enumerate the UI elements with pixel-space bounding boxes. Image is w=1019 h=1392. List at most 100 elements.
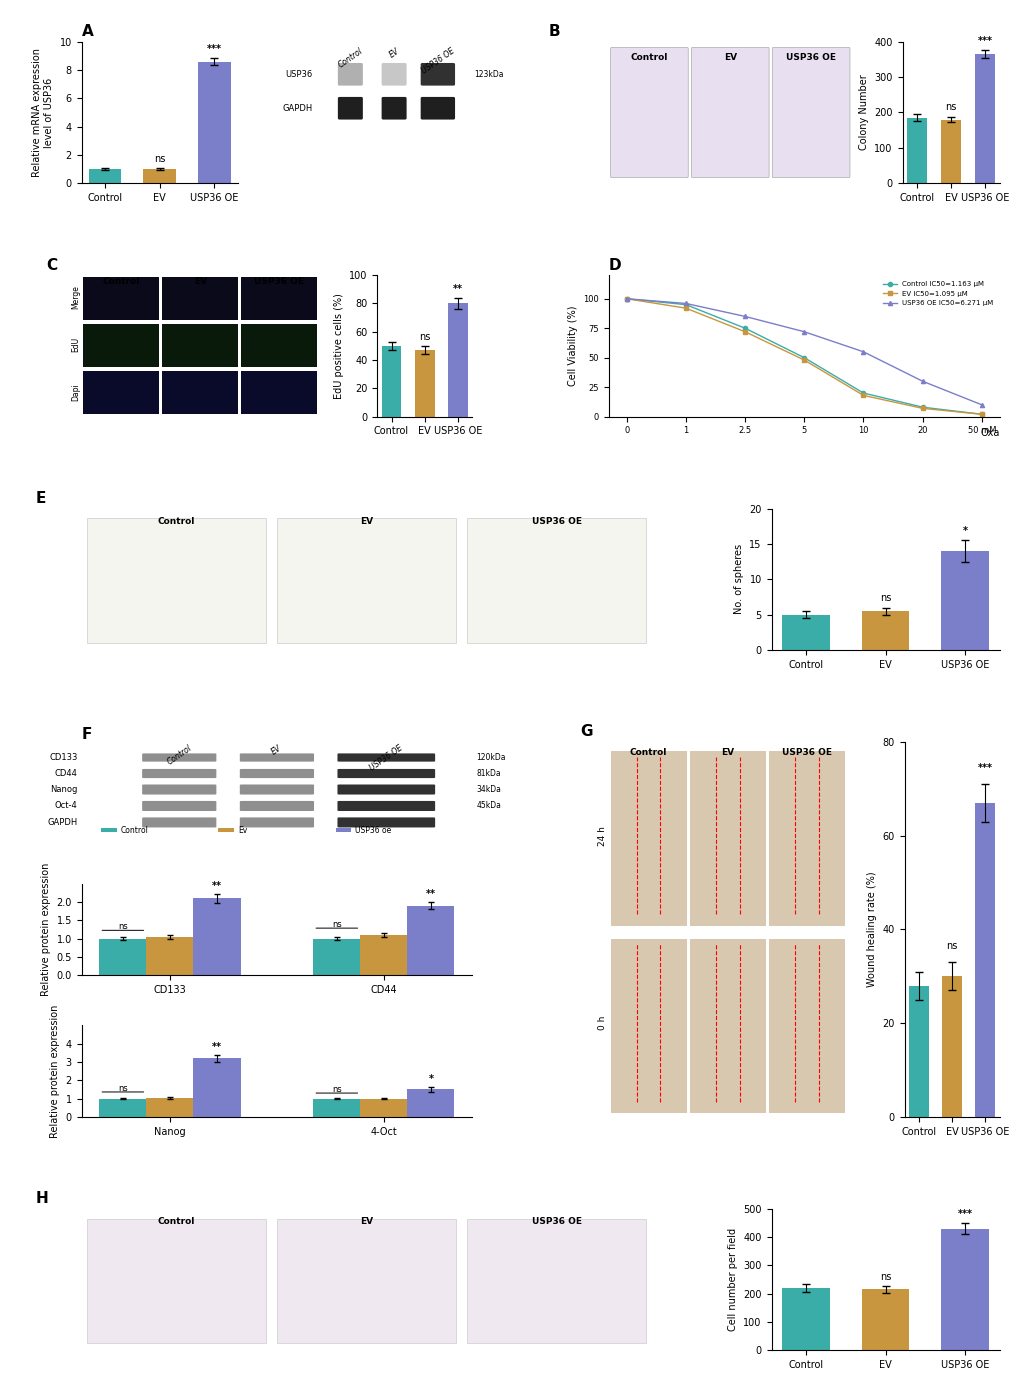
Text: ***: *** — [207, 43, 222, 54]
Bar — [974, 803, 995, 1116]
Text: Control: Control — [630, 748, 666, 757]
Text: Oct-4: Oct-4 — [55, 802, 77, 810]
Text: Ev: Ev — [237, 827, 247, 835]
Bar — [313, 1098, 360, 1116]
Line: Control IC50=1.163 μM: Control IC50=1.163 μM — [624, 296, 983, 416]
Text: USP36 OE: USP36 OE — [531, 516, 581, 526]
Text: C: C — [46, 258, 57, 273]
Text: EdU: EdU — [71, 337, 79, 352]
EV IC50=1.095 μM — [620, 291, 632, 308]
FancyBboxPatch shape — [337, 753, 435, 761]
Control IC50=1.163 μM — [916, 400, 928, 416]
FancyBboxPatch shape — [88, 1218, 266, 1343]
Text: 81kDa: 81kDa — [476, 768, 500, 778]
EV IC50=1.095 μM — [916, 400, 928, 416]
Control IC50=1.163 μM — [738, 320, 750, 337]
FancyBboxPatch shape — [771, 47, 849, 178]
Text: Oxa: Oxa — [979, 427, 999, 438]
Y-axis label: Relative protein expression: Relative protein expression — [50, 1005, 60, 1137]
Y-axis label: Relative mRNA expression
level of USP36: Relative mRNA expression level of USP36 — [33, 47, 54, 177]
Y-axis label: Colony Number: Colony Number — [858, 75, 868, 150]
FancyBboxPatch shape — [162, 372, 238, 415]
FancyBboxPatch shape — [337, 785, 435, 795]
Y-axis label: EdU positive cells (%): EdU positive cells (%) — [333, 292, 343, 400]
FancyBboxPatch shape — [420, 97, 454, 120]
Bar — [941, 1229, 988, 1350]
Bar — [942, 976, 961, 1116]
EV IC50=1.095 μM — [738, 323, 750, 340]
FancyBboxPatch shape — [242, 372, 317, 415]
Text: USP36 oe: USP36 oe — [355, 827, 391, 835]
FancyBboxPatch shape — [239, 785, 314, 795]
Bar — [89, 168, 121, 184]
FancyBboxPatch shape — [337, 97, 363, 120]
Y-axis label: Wound healing rate (%): Wound healing rate (%) — [866, 871, 876, 987]
FancyBboxPatch shape — [239, 768, 314, 778]
FancyBboxPatch shape — [381, 97, 407, 120]
FancyBboxPatch shape — [689, 938, 765, 1114]
Text: 24 h: 24 h — [598, 825, 606, 845]
FancyBboxPatch shape — [142, 785, 216, 795]
Text: ns: ns — [154, 155, 165, 164]
Bar — [908, 986, 928, 1116]
FancyBboxPatch shape — [337, 800, 435, 812]
EV IC50=1.095 μM — [975, 406, 987, 423]
Text: USP36 OE: USP36 OE — [786, 53, 836, 63]
Text: **: ** — [452, 284, 463, 294]
Text: EV: EV — [270, 743, 283, 757]
Control IC50=1.163 μM — [679, 296, 691, 313]
Text: ns: ns — [879, 1272, 891, 1282]
Text: 0 h: 0 h — [598, 1016, 606, 1030]
Text: CD133: CD133 — [49, 753, 77, 761]
Text: Nanog: Nanog — [50, 785, 77, 793]
USP36 OE IC50=6.271 μM — [738, 308, 750, 324]
Control IC50=1.163 μM — [620, 291, 632, 308]
FancyBboxPatch shape — [277, 518, 455, 643]
Bar — [447, 303, 468, 416]
Text: ns: ns — [945, 103, 956, 113]
FancyBboxPatch shape — [142, 817, 216, 827]
Text: 45kDa: 45kDa — [476, 802, 500, 810]
Legend: Control IC50=1.163 μM, EV IC50=1.095 μM, USP36 OE IC50=6.271 μM: Control IC50=1.163 μM, EV IC50=1.095 μM,… — [879, 278, 996, 309]
FancyBboxPatch shape — [689, 752, 765, 926]
FancyBboxPatch shape — [162, 277, 238, 320]
Bar — [360, 935, 407, 976]
Text: *: * — [428, 1075, 433, 1084]
FancyBboxPatch shape — [142, 768, 216, 778]
FancyBboxPatch shape — [84, 372, 159, 415]
Text: EV: EV — [720, 748, 734, 757]
Text: D: D — [608, 258, 621, 273]
Text: ns: ns — [331, 1086, 341, 1094]
Control IC50=1.163 μM — [975, 406, 987, 423]
Text: EV: EV — [194, 277, 207, 285]
FancyBboxPatch shape — [84, 277, 159, 320]
Text: Control: Control — [158, 1217, 195, 1226]
Text: USP36 OE: USP36 OE — [419, 46, 455, 75]
Bar — [99, 938, 147, 976]
Text: Control: Control — [102, 277, 140, 285]
EV IC50=1.095 μM — [857, 387, 869, 404]
Bar — [147, 937, 194, 976]
FancyBboxPatch shape — [610, 752, 686, 926]
Text: A: A — [82, 24, 94, 39]
Control IC50=1.163 μM — [857, 384, 869, 401]
Text: G: G — [580, 724, 592, 739]
Text: GAPDH: GAPDH — [48, 818, 77, 827]
Text: Control: Control — [336, 46, 364, 70]
Bar — [99, 1098, 147, 1116]
Bar — [415, 351, 434, 416]
FancyBboxPatch shape — [768, 752, 844, 926]
Line: USP36 OE IC50=6.271 μM: USP36 OE IC50=6.271 μM — [624, 296, 983, 406]
Text: ns: ns — [118, 923, 127, 931]
Text: ns: ns — [879, 593, 891, 603]
FancyBboxPatch shape — [381, 63, 407, 86]
Text: Control: Control — [120, 827, 149, 835]
FancyBboxPatch shape — [162, 324, 238, 367]
Control IC50=1.163 μM — [798, 349, 810, 366]
FancyBboxPatch shape — [242, 324, 317, 367]
Bar — [313, 938, 360, 976]
Text: USP36 OE: USP36 OE — [255, 277, 305, 285]
Bar — [861, 1289, 909, 1350]
FancyBboxPatch shape — [691, 47, 768, 178]
FancyBboxPatch shape — [337, 768, 435, 778]
